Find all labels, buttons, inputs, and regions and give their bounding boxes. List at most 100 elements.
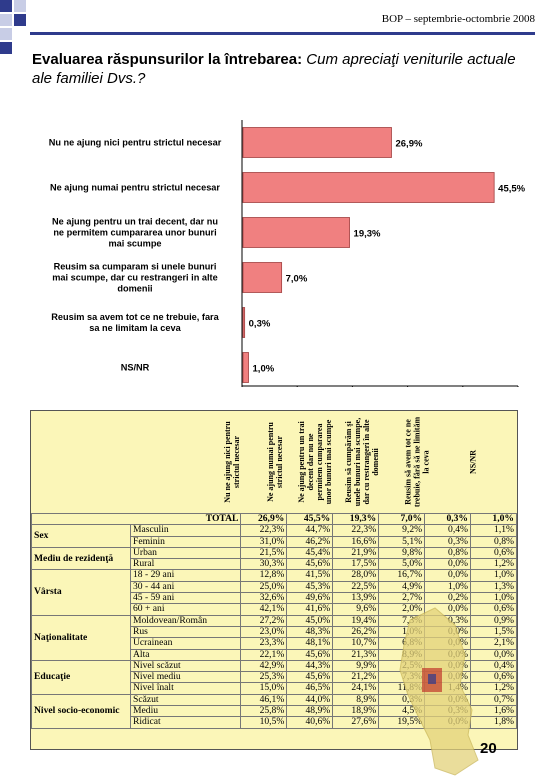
cell-value: 21,3% xyxy=(332,648,380,661)
total-label: TOTAL xyxy=(31,512,242,526)
row-label: Masculin xyxy=(129,524,242,537)
chart-category-label: Ne ajung numai pentru strictul necesar xyxy=(50,183,220,193)
cell-value: 22,5% xyxy=(332,580,380,594)
cell-value: 45,6% xyxy=(286,671,334,684)
cell-value: 4,9% xyxy=(378,580,426,594)
row-label: 30 - 44 ani xyxy=(129,580,242,594)
cell-value: 5,1% xyxy=(378,535,426,548)
column-header: NS/NR xyxy=(468,450,478,475)
chart-bar xyxy=(242,172,495,203)
cell-value: 32,6% xyxy=(240,592,288,605)
cell-value: 9,8% xyxy=(378,546,426,560)
cell-value: 9,9% xyxy=(332,659,380,673)
cell-value: 26,2% xyxy=(332,625,380,639)
cell-value: 4,5% xyxy=(378,705,426,718)
cell-value: 1,2% xyxy=(470,558,517,571)
chart-bar xyxy=(242,352,249,383)
cell-value: 1,0% xyxy=(424,580,472,594)
chart-category-label: NS/NR xyxy=(121,363,150,373)
bar-chart: Nu ne ajung nici pentru strictul necesar… xyxy=(49,120,526,387)
table-row-total: TOTAL 26,9% 45,5% 19,3% 7,0% 0,3% 1,0% xyxy=(31,512,517,526)
cell-value: 22,3% xyxy=(332,524,380,537)
column-header: Reusim să avem tot ce ne trebuie, fără s… xyxy=(403,416,431,508)
cell-value: 45,3% xyxy=(286,580,334,594)
cell-value: 0,8% xyxy=(470,535,517,548)
cell-value: 0,8% xyxy=(424,546,472,560)
row-label: Nivel scăzut xyxy=(129,659,242,673)
header-text: BOP – septembrie-octombrie 2008 xyxy=(381,13,535,25)
table-column-headers: Nu ne ajung nici pentru strictul necesar… xyxy=(31,411,517,511)
cell-value: 48,9% xyxy=(286,705,334,718)
column-header: Reusim să cumpărăm şi unele bunuri mai s… xyxy=(344,417,380,507)
row-label: Ucrainean xyxy=(129,637,242,650)
row-label: Feminin xyxy=(129,535,242,548)
chart-bar xyxy=(242,262,283,293)
cell-value: 41,5% xyxy=(286,569,334,582)
table-row: 60 + ani 42,1% 41,6% 9,6% 2,0% 0,0% 0,6% xyxy=(32,603,517,616)
total-value: 26,9% xyxy=(240,512,288,526)
cell-value: 16,6% xyxy=(332,535,380,548)
chart-value-label: 45,5% xyxy=(498,184,525,195)
cell-value: 1,3% xyxy=(470,580,517,594)
cell-value: 44,3% xyxy=(286,659,334,673)
cell-value: 27,6% xyxy=(332,716,380,729)
cell-value: 22,3% xyxy=(240,524,288,537)
cell-value: 25,0% xyxy=(240,580,288,594)
total-value: 19,3% xyxy=(332,512,380,526)
cell-value: 44,0% xyxy=(286,693,334,707)
cell-value: 1,8% xyxy=(470,716,517,729)
row-label: Scăzut xyxy=(129,693,242,707)
cell-value: 15,0% xyxy=(240,682,288,695)
table-row: Vârsta 18 - 29 ani 12,8% 41,5% 28,0% 16,7% 0,0… xyxy=(31,569,517,616)
total-value: 45,5% xyxy=(286,512,334,526)
row-label: Urban xyxy=(129,546,242,560)
cell-value: 10,7% xyxy=(332,637,380,650)
cell-value: 19,5% xyxy=(378,716,426,729)
chart-bar xyxy=(242,127,392,158)
cell-value: 9,2% xyxy=(378,524,426,537)
cell-value: 0,4% xyxy=(424,524,472,537)
cell-value: 31,0% xyxy=(240,535,288,548)
chart-value-label: 0,3% xyxy=(249,319,271,330)
cell-value: 46,2% xyxy=(286,535,334,548)
row-label: Moldovean/Român xyxy=(129,614,242,627)
cell-value: 0,0% xyxy=(424,558,472,571)
row-label: Rus xyxy=(129,625,242,639)
cell-value: 41,6% xyxy=(286,603,334,616)
chart-category-label: Reusim sa cumparam si unele bunuri xyxy=(54,262,217,272)
cell-value: 17,5% xyxy=(332,558,380,571)
chart-category-label: Nu ne ajung nici pentru strictul necesar xyxy=(49,138,222,148)
moldova-map-watermark xyxy=(399,607,479,776)
cell-value: 25,3% xyxy=(240,671,288,684)
cell-value: 27,2% xyxy=(240,614,288,627)
cell-value: 24,1% xyxy=(332,682,380,695)
chart-value-label: 1,0% xyxy=(253,364,275,375)
chart-category-label: ne permitem cumpararea unor bunuri xyxy=(53,228,216,238)
chart-value-labels: 26,9% 45,5% 19,3% 7,0% 0,3% 1,0% xyxy=(249,139,526,375)
chart-value-label: 19,3% xyxy=(354,229,381,240)
cell-value: 10,5% xyxy=(240,716,288,729)
cell-value: 1,0% xyxy=(470,569,517,582)
cell-value: 40,6% xyxy=(286,716,334,729)
group-label: Educaţie xyxy=(31,659,131,695)
chart-bar xyxy=(242,217,350,248)
cell-value: 9,6% xyxy=(332,603,380,616)
table-row: Sex Masculin 22,3% 44,7% 22,3% 9,2% 0,4% 1,1% xyxy=(31,524,517,548)
row-label: Rural xyxy=(129,558,242,571)
cell-value: 1,0% xyxy=(470,592,517,605)
cell-value: 12,8% xyxy=(240,569,288,582)
cell-value: 45,0% xyxy=(286,614,334,627)
cell-value: 49,6% xyxy=(286,592,334,605)
chart-category-label: mai scumpe xyxy=(108,239,161,249)
cell-value: 22,1% xyxy=(240,648,288,661)
cell-value: 46,5% xyxy=(286,682,334,695)
table-row: 45 - 59 ani 32,6% 49,6% 13,9% 2,7% 0,2% 1,0% xyxy=(32,592,517,605)
cell-value: 16,7% xyxy=(378,569,426,582)
cell-value: 48,3% xyxy=(286,625,334,639)
chart-category-label: mai scumpe, dar cu restrangeri in alte xyxy=(52,273,217,283)
cell-value: 19,4% xyxy=(332,614,380,627)
header-rule xyxy=(30,32,535,35)
cell-value: 45,6% xyxy=(286,558,334,571)
page-title: Evaluarea răspunsurilor la întrebarea: C… xyxy=(32,50,527,88)
